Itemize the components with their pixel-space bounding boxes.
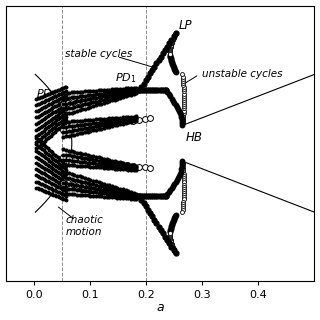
X-axis label: a: a [156, 301, 164, 315]
Text: HB: HB [185, 131, 202, 144]
Text: chaotic
motion: chaotic motion [65, 215, 103, 237]
Text: unstable cycles: unstable cycles [202, 69, 283, 79]
Text: LP: LP [179, 19, 192, 32]
Text: $PD_1$: $PD_1$ [115, 71, 136, 85]
Text: $PD_2$: $PD_2$ [36, 87, 58, 101]
Text: stable cycles: stable cycles [65, 49, 132, 59]
